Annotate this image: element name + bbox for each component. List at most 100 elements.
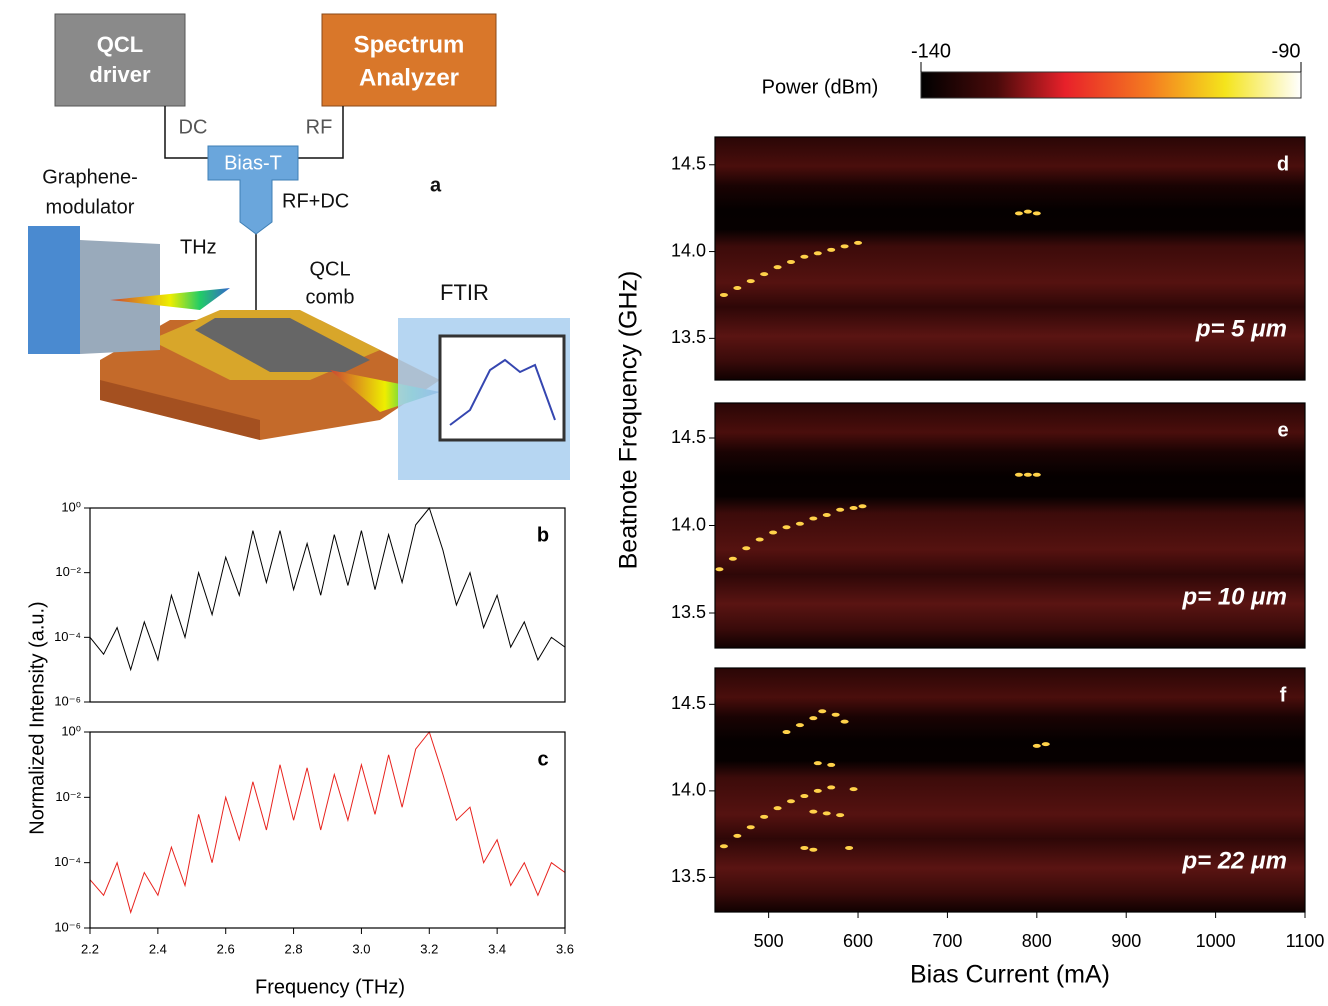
beatnote-point: [809, 847, 818, 852]
driver-box: [54, 13, 186, 107]
beatnote-point: [813, 788, 822, 793]
beatnote-point: [1014, 472, 1023, 477]
wire: [164, 106, 344, 315]
beatnote-point: [827, 762, 836, 767]
y-tick-label: 14.0: [671, 240, 706, 260]
y-tick-label: 10⁻⁴: [54, 629, 81, 644]
beatnote-point: [827, 785, 836, 790]
beatnote-point: [782, 525, 791, 530]
beatnote-point: [719, 844, 728, 849]
plot-frame: [714, 136, 1306, 381]
beatnote-point: [809, 809, 818, 814]
beatnote-point: [773, 265, 782, 270]
y-tick-label: 13.5: [671, 602, 706, 622]
beatnote-point: [800, 794, 809, 799]
x-tick-label: 600: [843, 931, 873, 951]
x-tick-label: 900: [1111, 931, 1141, 951]
comb-label: comb: [306, 286, 355, 308]
beatnote-point: [800, 254, 809, 259]
y-tick-label: 13.5: [671, 866, 706, 886]
beatnote-point: [840, 719, 849, 724]
beatnote-point: [795, 723, 804, 728]
device: [28, 226, 570, 480]
modulator-label: modulator: [46, 196, 135, 218]
beatnote-point: [1041, 742, 1050, 747]
beatnote-point: [858, 504, 867, 509]
beatnote-point: [719, 292, 728, 297]
rf-label: RF: [306, 116, 333, 138]
right-x-label: Bias Current (mA): [910, 961, 1110, 989]
beatnote-point: [769, 530, 778, 535]
heatmap-background: [715, 668, 1305, 912]
beatnote-point: [733, 833, 742, 838]
beatnote-point: [840, 244, 849, 249]
beatnote-point: [742, 546, 751, 551]
beatnote-point: [822, 811, 831, 816]
rf-dc-label: RF+DC: [282, 190, 349, 212]
dc-label: DC: [179, 116, 208, 138]
x-tick-label: 500: [754, 931, 784, 951]
wiring: [164, 106, 344, 315]
beatnote-point: [1032, 211, 1041, 216]
beatnote-point: [809, 716, 818, 721]
x-tick-label: 2.6: [217, 941, 235, 956]
beatnote-point: [822, 513, 831, 517]
panel-label: c: [537, 748, 548, 770]
beatnote-point: [733, 286, 742, 291]
modulator-block: [28, 226, 80, 354]
beatnote-point: [836, 507, 845, 512]
panel-label: e: [1277, 419, 1288, 441]
beatnote-point: [746, 279, 755, 284]
heatmap-background: [715, 137, 1305, 380]
beatnote-point: [1023, 209, 1032, 214]
y-tick-label: 14.0: [671, 780, 706, 800]
panel-label: a: [430, 174, 442, 196]
left-x-label: Frequency (THz): [255, 976, 405, 998]
comb-label: QCL: [309, 258, 350, 280]
annotation: p= 5 μm: [1195, 315, 1287, 342]
x-tick-label: 700: [932, 931, 962, 951]
y-tick-label: 14.0: [671, 514, 706, 534]
ftir-trace: [449, 358, 556, 426]
y-tick-label: 14.5: [671, 693, 706, 713]
plots: -140 -90 Normalized Intensity (a.u.) Freque…: [26, 40, 1324, 998]
plot-frame: [714, 667, 1306, 913]
left-y-label: Normalized Intensity (a.u.): [26, 601, 48, 834]
y-tick-label: 10⁰: [61, 499, 81, 514]
spectrum-line: [89, 506, 566, 672]
beatnote-point: [773, 806, 782, 811]
x-tick-label: 800: [1022, 931, 1052, 951]
annotation: p= 22 μm: [1181, 847, 1287, 874]
beatnote-point: [746, 825, 755, 830]
beatnote-point: [1032, 472, 1041, 477]
colorbar-tick-label: -140: [911, 40, 951, 62]
bias-t-shape: [207, 145, 299, 235]
beatnote-point: [760, 814, 769, 819]
ridge: [195, 318, 370, 372]
colorbar: [920, 71, 1302, 99]
y-tick-label: 13.5: [671, 327, 706, 347]
plot-frame: [714, 402, 1306, 649]
right-y-label: Beatnote Frequency (GHz): [615, 271, 643, 570]
beatnote-point: [800, 845, 809, 850]
y-tick-label: 10⁻²: [55, 564, 81, 579]
heatmap-background: [715, 403, 1305, 648]
panel-label: f: [1280, 684, 1287, 706]
beatnote-point: [782, 730, 791, 735]
beatnote-point: [849, 787, 858, 792]
x-tick-label: 1000: [1196, 931, 1236, 951]
x-tick-label: 2.4: [149, 941, 167, 956]
spectrum-line: [89, 730, 566, 915]
beam: [330, 370, 440, 412]
beatnote-point: [1014, 211, 1023, 216]
analyzer-label: Spectrum: [354, 31, 465, 58]
modulator-label: Graphene-: [42, 166, 138, 188]
y-tick-label: 10⁻²: [55, 789, 81, 804]
ftir-screen: [438, 334, 566, 442]
beatnote-point: [818, 709, 827, 714]
y-tick-label: 14.5: [671, 154, 706, 174]
x-tick-label: 3.0: [352, 941, 370, 956]
bias-t-label: Bias-T: [224, 152, 282, 174]
analyzer-label: Analyzer: [359, 64, 459, 91]
